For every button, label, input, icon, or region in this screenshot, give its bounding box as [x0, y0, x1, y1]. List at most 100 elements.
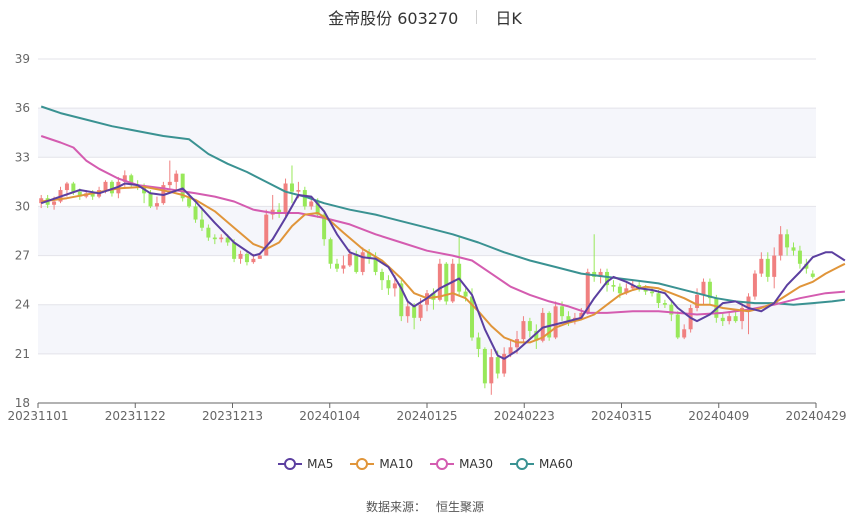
candle-body: [296, 190, 301, 192]
legend-marker-ma10: [350, 458, 375, 470]
candle-body: [810, 273, 815, 277]
candle-body: [701, 281, 706, 295]
candle-body: [566, 316, 571, 322]
candle-body: [502, 353, 507, 374]
candle-body: [129, 175, 134, 186]
legend-label-ma60: MA60: [539, 457, 573, 471]
legend-label-ma10: MA10: [379, 457, 414, 471]
candle-body: [624, 288, 629, 294]
candle-body: [585, 271, 590, 313]
candle-body: [611, 285, 616, 287]
candle-body: [463, 291, 468, 297]
candle-body: [199, 219, 204, 228]
candle-body: [412, 306, 417, 318]
candle-body: [212, 237, 217, 240]
legend-label-ma30: MA30: [459, 457, 494, 471]
candle-body: [103, 181, 108, 191]
candle-body: [476, 337, 481, 349]
x-tick-label: 20240429: [785, 409, 846, 423]
grid-band: [38, 206, 816, 256]
candle-body: [482, 348, 487, 384]
candle-body: [637, 285, 642, 289]
x-tick-label: 20231213: [202, 409, 263, 423]
candle-body: [264, 214, 269, 256]
candle-body: [669, 304, 674, 315]
candle-body: [309, 201, 314, 207]
candle-body: [77, 191, 82, 197]
chart-legend: MA5 MA10 MA30 MA60: [0, 457, 850, 471]
legend-label-ma5: MA5: [307, 457, 334, 471]
candle-body: [682, 329, 687, 338]
candle-body: [328, 239, 333, 264]
candle-body: [289, 183, 294, 192]
y-tick-label: 30: [15, 199, 30, 213]
x-tick-label: 20240125: [396, 409, 457, 423]
candle-body: [341, 265, 346, 269]
candle-body: [650, 291, 655, 294]
candle-body: [238, 253, 243, 259]
grid-band: [38, 108, 816, 158]
candle-body: [418, 304, 423, 318]
candle-body: [495, 357, 500, 374]
legend-item-ma10[interactable]: MA10: [349, 457, 413, 471]
candle-body: [508, 347, 513, 354]
candle-body: [804, 263, 809, 269]
data-source-label: 数据来源：: [365, 500, 426, 514]
candle-body: [277, 209, 282, 213]
candle-body: [605, 271, 610, 286]
y-tick-label: 27: [15, 249, 30, 263]
period-tab[interactable]: 日K: [495, 9, 522, 28]
candle-body: [785, 234, 790, 248]
data-source: 数据来源： 恒生聚源: [0, 498, 850, 515]
candle-body: [251, 258, 256, 263]
x-tick-label: 20231101: [7, 409, 68, 423]
candle-body: [598, 271, 603, 277]
candle-body: [315, 201, 320, 215]
grid-band: [38, 304, 816, 354]
data-source-name: 恒生聚源: [436, 500, 485, 514]
legend-marker-ma60: [510, 458, 535, 470]
chart-title-bar: 金帝股份 603270 日K: [0, 6, 850, 28]
y-tick-label: 33: [15, 150, 30, 164]
candle-body: [219, 237, 224, 240]
candle-body: [444, 263, 449, 302]
candle-body: [521, 321, 526, 340]
candle-body: [778, 234, 783, 256]
x-tick-label: 20240223: [494, 409, 555, 423]
candle-body: [302, 190, 307, 207]
candle-body: [386, 280, 391, 289]
candle-body: [772, 255, 777, 277]
candle-body: [662, 303, 667, 305]
candle-body: [225, 237, 230, 243]
y-tick-label: 18: [15, 396, 30, 410]
candle-body: [193, 206, 198, 220]
candle-body: [148, 193, 153, 207]
candle-body: [656, 293, 661, 304]
candle-body: [437, 263, 442, 300]
candle-body: [617, 286, 622, 294]
legend-marker-ma30: [430, 458, 455, 470]
candle-body: [360, 252, 365, 272]
candle-body: [630, 285, 635, 289]
candle-body: [553, 306, 558, 338]
candle-body: [733, 316, 738, 322]
candle-body: [752, 273, 757, 297]
candle-body: [154, 203, 159, 207]
candle-body: [187, 198, 192, 207]
ma10-line: [41, 185, 846, 344]
legend-item-ma30[interactable]: MA30: [429, 457, 493, 471]
x-tick-label: 20240315: [591, 409, 652, 423]
y-tick-label: 39: [15, 52, 30, 66]
legend-item-ma60[interactable]: MA60: [509, 457, 573, 471]
candle-body: [405, 306, 410, 317]
candle-body: [206, 227, 211, 238]
candle-body: [180, 173, 185, 199]
candle-body: [399, 283, 404, 317]
legend-item-ma5[interactable]: MA5: [277, 457, 333, 471]
chart-title: 金帝股份 603270: [328, 9, 459, 28]
candle-body: [727, 316, 732, 322]
candle-body: [740, 307, 745, 322]
x-tick-label: 20240409: [688, 409, 749, 423]
kline-chart: 18 21 24 27 30 33 36 39 20231101 20231122 20231213…: [7, 52, 846, 423]
legend-marker-ma5: [278, 458, 303, 470]
